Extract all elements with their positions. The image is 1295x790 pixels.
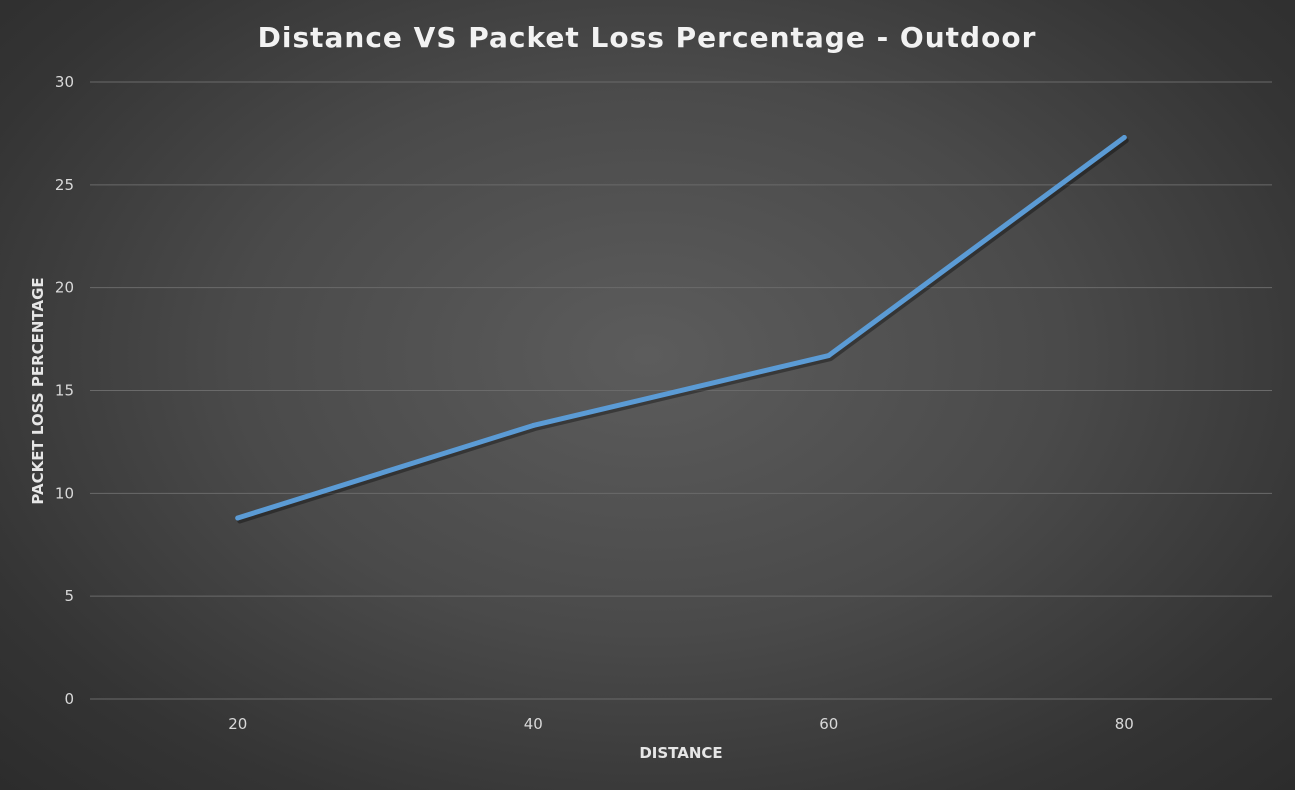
data-point-40: [530, 422, 536, 428]
y-tick-label-10: 10: [55, 484, 74, 502]
series-line-shadow: [237, 138, 1129, 524]
x-tick-label-60: 60: [819, 715, 838, 733]
x-tick-label-40: 40: [524, 715, 543, 733]
grid-lines: [90, 81, 1272, 700]
data-point-20: [235, 515, 241, 521]
y-tick-label-15: 15: [55, 382, 74, 400]
y-tick-label-30: 30: [55, 73, 74, 91]
x-tick-label-80: 80: [1115, 715, 1134, 733]
y-tick-label-5: 5: [64, 587, 74, 605]
y-axis-title: PACKET LOSS PERCENTAGE: [29, 277, 47, 504]
x-axis-ticks: 20 40 60 80: [228, 715, 1134, 733]
data-point-80: [1121, 135, 1127, 141]
x-tick-label-20: 20: [228, 715, 247, 733]
data-point-60: [826, 353, 832, 359]
series-line-0: [235, 135, 1127, 521]
chart-title: Distance VS Packet Loss Percentage - Out…: [258, 21, 1037, 54]
series-layer: [235, 135, 1129, 524]
y-tick-label-20: 20: [55, 279, 74, 297]
y-axis-ticks: 0 5 10 15 20 25 30: [55, 73, 74, 708]
x-axis-title: DISTANCE: [639, 744, 722, 762]
y-tick-label-0: 0: [64, 690, 74, 708]
y-tick-label-25: 25: [55, 176, 74, 194]
